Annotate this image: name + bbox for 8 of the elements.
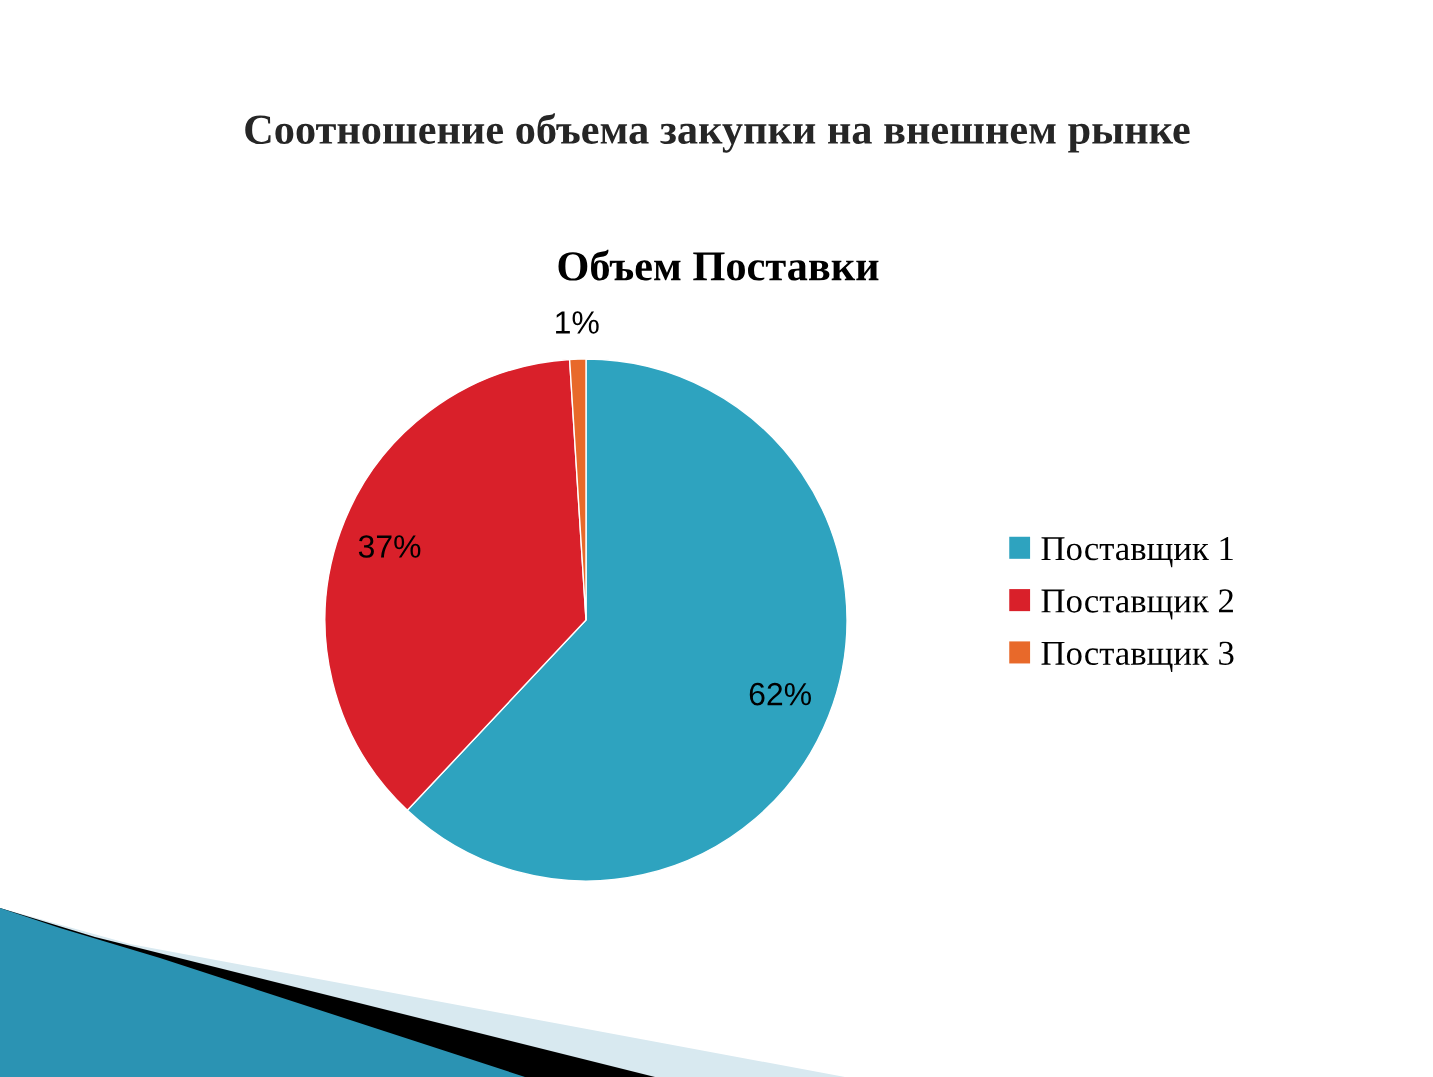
legend-label: Поставщик 1 <box>1041 537 1233 568</box>
data-label: 1% <box>556 311 599 334</box>
legend-label: Поставщик 2 <box>1041 589 1233 620</box>
chart-title: Соотношение объема закупки на внешнем рынке <box>245 113 1190 153</box>
chart-subtitle: Объем Поставки <box>558 249 879 281</box>
data-label: 62% <box>749 682 811 706</box>
legend-label: Поставщик 3 <box>1041 641 1234 672</box>
data-label: 37% <box>358 535 421 558</box>
